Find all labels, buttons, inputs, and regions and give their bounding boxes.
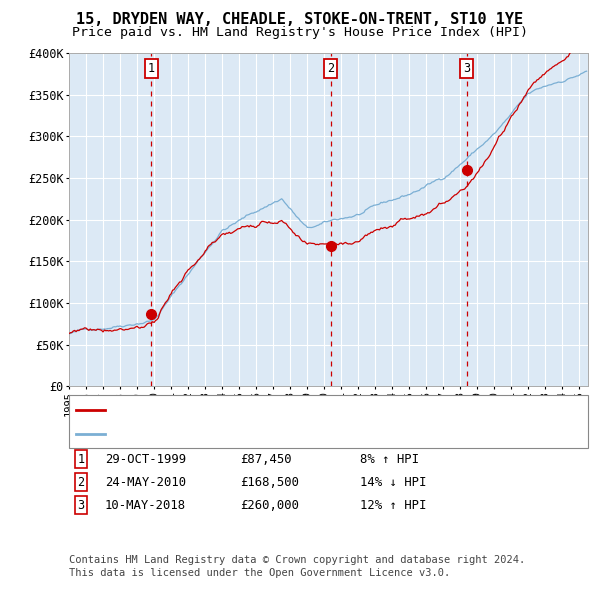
Text: Contains HM Land Registry data © Crown copyright and database right 2024.: Contains HM Land Registry data © Crown c…: [69, 555, 525, 565]
Text: 3: 3: [463, 61, 470, 74]
Text: 1: 1: [148, 61, 155, 74]
Text: 24-MAY-2010: 24-MAY-2010: [105, 476, 186, 489]
Text: 3: 3: [77, 499, 85, 512]
Text: £260,000: £260,000: [240, 499, 299, 512]
Text: £87,450: £87,450: [240, 453, 292, 466]
Text: 15, DRYDEN WAY, CHEADLE, STOKE-ON-TRENT, ST10 1YE (detached house): 15, DRYDEN WAY, CHEADLE, STOKE-ON-TRENT,…: [110, 404, 580, 417]
Text: £168,500: £168,500: [240, 476, 299, 489]
Text: HPI: Average price, detached house, Staffordshire Moorlands: HPI: Average price, detached house, Staf…: [110, 427, 530, 440]
Text: 1: 1: [77, 453, 85, 466]
Text: 8% ↑ HPI: 8% ↑ HPI: [360, 453, 419, 466]
Text: 2: 2: [328, 61, 334, 74]
Text: 29-OCT-1999: 29-OCT-1999: [105, 453, 186, 466]
Text: 15, DRYDEN WAY, CHEADLE, STOKE-ON-TRENT, ST10 1YE: 15, DRYDEN WAY, CHEADLE, STOKE-ON-TRENT,…: [76, 12, 524, 27]
Text: 10-MAY-2018: 10-MAY-2018: [105, 499, 186, 512]
Text: This data is licensed under the Open Government Licence v3.0.: This data is licensed under the Open Gov…: [69, 568, 450, 578]
Text: Price paid vs. HM Land Registry's House Price Index (HPI): Price paid vs. HM Land Registry's House …: [72, 26, 528, 39]
Text: 2: 2: [77, 476, 85, 489]
Text: 14% ↓ HPI: 14% ↓ HPI: [360, 476, 427, 489]
Text: 12% ↑ HPI: 12% ↑ HPI: [360, 499, 427, 512]
